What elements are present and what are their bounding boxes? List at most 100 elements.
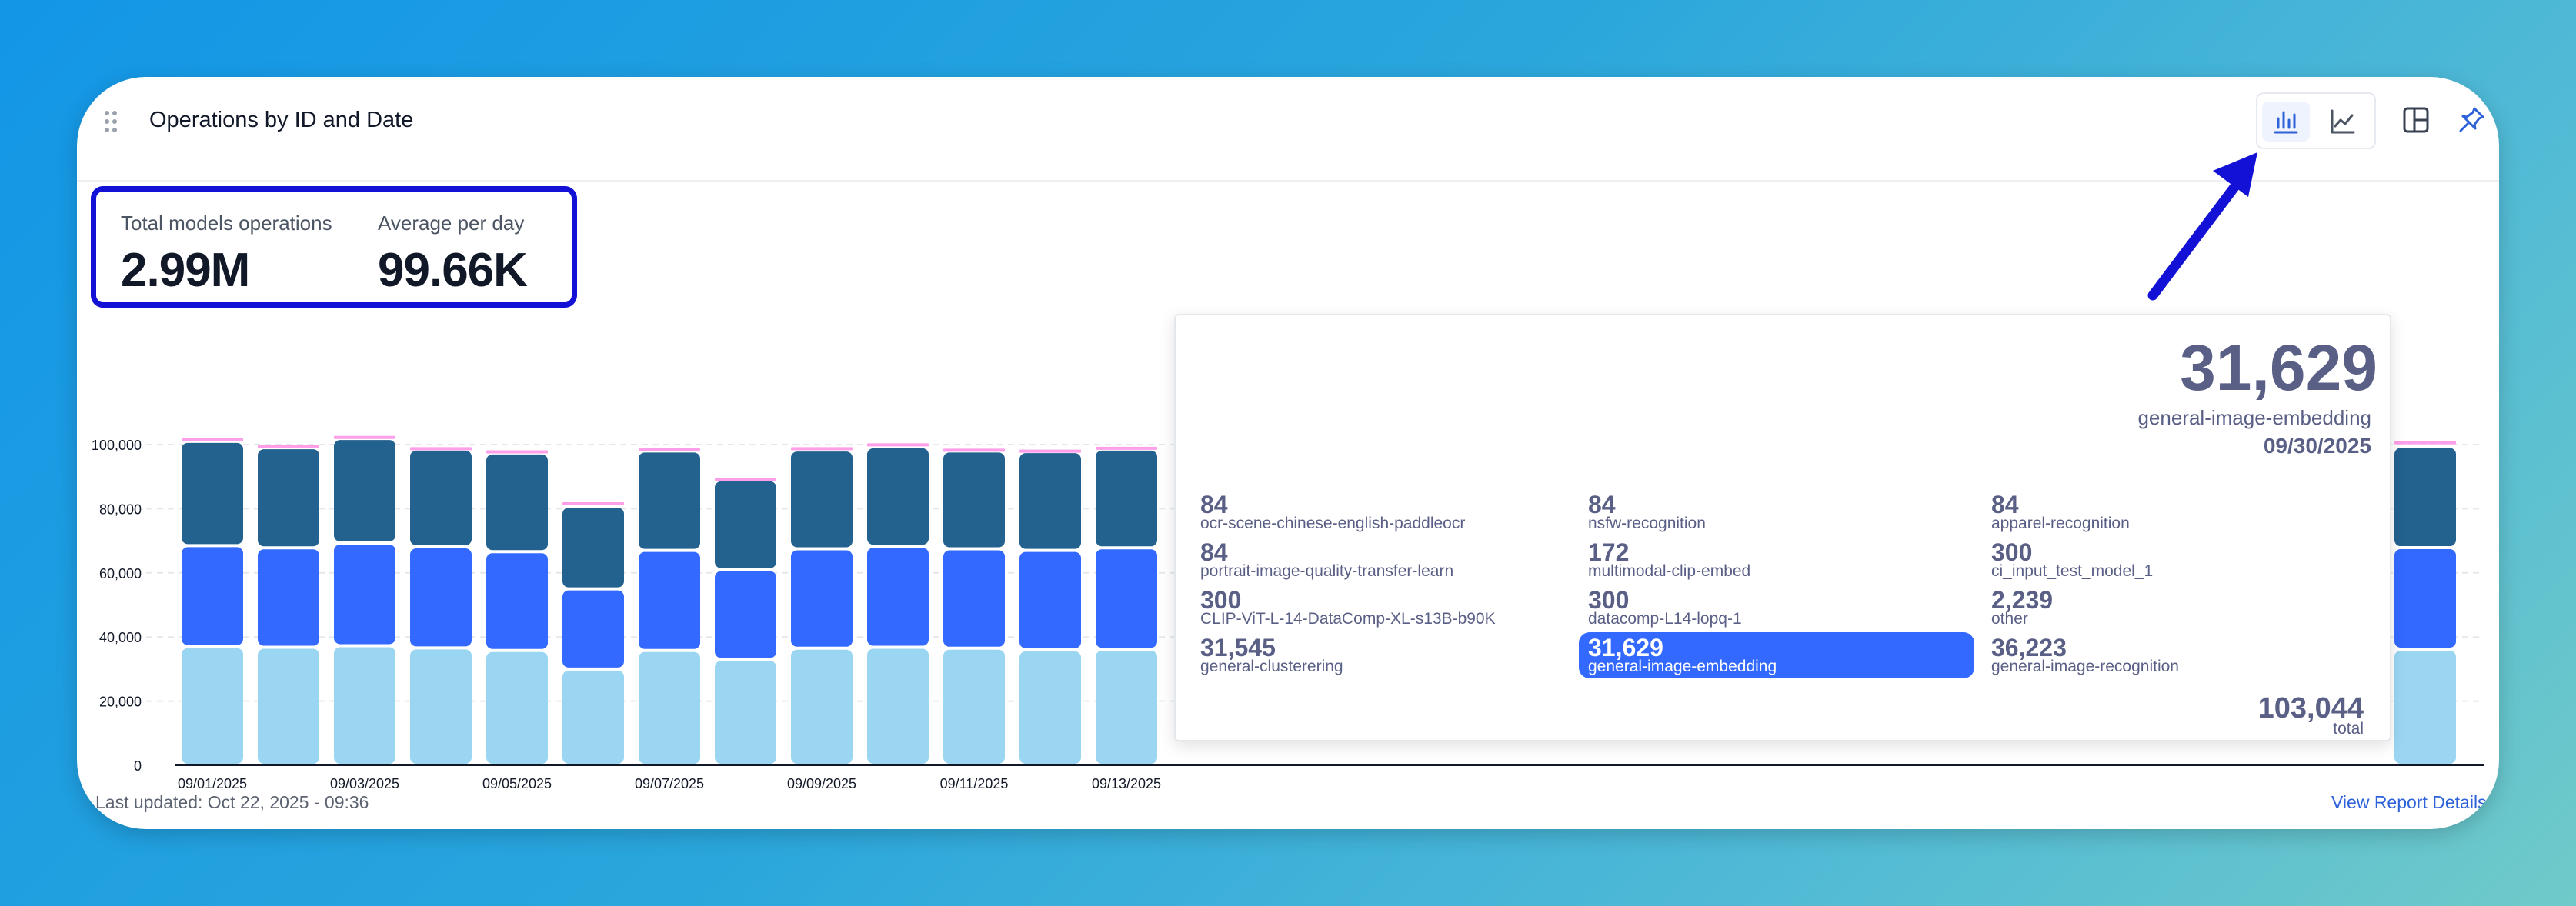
bar-segment bbox=[410, 548, 472, 647]
pin-button[interactable] bbox=[2451, 100, 2491, 140]
tooltip-item: 2,239 other bbox=[1988, 585, 2388, 631]
tooltip-item-value: 84 bbox=[1200, 491, 1228, 518]
bar-segment bbox=[1096, 446, 1157, 450]
tooltip-item-label: ocr-scene-chinese-english-paddleocr bbox=[1200, 515, 1466, 532]
tooltip-total-label: total bbox=[2333, 720, 2364, 738]
tooltip-item-label: other bbox=[1991, 610, 2028, 628]
bar-segment bbox=[410, 447, 472, 451]
bar-segment bbox=[1019, 651, 1081, 764]
chart-tooltip: 31,629 general-image-embedding 09/30/202… bbox=[1174, 314, 2391, 741]
bar-segment bbox=[639, 651, 700, 764]
bar-segment bbox=[410, 450, 472, 546]
tooltip-item: 36,223 general-image-recognition bbox=[1988, 632, 2388, 678]
bar-segment bbox=[791, 550, 853, 647]
bar-segment bbox=[791, 451, 853, 548]
bar-segment bbox=[715, 661, 776, 764]
tooltip-item-label: general-clusterering bbox=[1200, 658, 1343, 675]
bar-segment bbox=[867, 648, 929, 764]
bar-segment bbox=[639, 551, 700, 649]
bar-segment bbox=[867, 443, 929, 447]
bar-segment bbox=[182, 442, 243, 545]
average-per-day-stat: Average per day 99.66K bbox=[378, 212, 528, 298]
bar-segment bbox=[2394, 549, 2456, 648]
bar-segment bbox=[486, 553, 548, 649]
tooltip-item: 84 apparel-recognition bbox=[1988, 489, 2388, 535]
average-per-day-label: Average per day bbox=[378, 212, 525, 235]
bar-segment bbox=[791, 649, 853, 764]
tooltip-item-value: 300 bbox=[1588, 586, 1630, 614]
bar-segment bbox=[562, 590, 624, 668]
bar-segment bbox=[334, 440, 395, 542]
bar-segment bbox=[562, 670, 624, 764]
bar-segment bbox=[1019, 551, 1081, 648]
chart-type-toggle bbox=[2256, 92, 2376, 149]
bar-segment bbox=[2394, 441, 2456, 445]
bar-segment bbox=[258, 445, 319, 448]
tooltip-item: 300 CLIP-ViT-L-14-DataComp-XL-s13B-b90K bbox=[1197, 585, 1597, 631]
bar-segment bbox=[562, 502, 624, 506]
tooltip-item-highlighted: 31,629 general-image-embedding bbox=[1579, 632, 1974, 678]
tooltip-item-value: 172 bbox=[1588, 538, 1630, 566]
bar-chart-icon bbox=[2274, 111, 2298, 134]
view-report-link[interactable]: View Report Details bbox=[2331, 792, 2487, 812]
x-tick-label: 09/07/2025 bbox=[635, 776, 704, 791]
bar-segment bbox=[943, 550, 1005, 647]
bar-segment bbox=[486, 450, 548, 454]
bar-segment bbox=[2394, 650, 2456, 764]
tooltip-item-label: CLIP-ViT-L-14-DataComp-XL-s13B-b90K bbox=[1200, 610, 1496, 628]
tooltip-item-label: nsfw-recognition bbox=[1588, 515, 1706, 532]
tooltip-item-value: 2,239 bbox=[1991, 586, 2054, 614]
bar-segment bbox=[486, 651, 548, 764]
y-tick-label: 20,000 bbox=[99, 694, 142, 710]
bar-segment bbox=[639, 452, 700, 549]
bar-chart-button[interactable] bbox=[2262, 102, 2310, 142]
bar-segment bbox=[943, 649, 1005, 764]
y-tick-label: 40,000 bbox=[99, 630, 142, 645]
bar-segment bbox=[715, 481, 776, 568]
tooltip-item: 172 multimodal-clip-embed bbox=[1585, 537, 1985, 583]
tooltip-item-label: datacomp-L14-lopq-1 bbox=[1588, 610, 1742, 628]
operations-card: Operations by ID and Date bbox=[77, 77, 2499, 829]
bar-segment bbox=[791, 447, 853, 451]
layout-button[interactable] bbox=[2396, 100, 2436, 140]
layout-icon bbox=[2403, 107, 2429, 133]
tooltip-item: 84 nsfw-recognition bbox=[1585, 489, 1985, 535]
tooltip-item-label: general-image-embedding bbox=[1588, 658, 1777, 675]
tooltip-item: 84 ocr-scene-chinese-english-paddleocr bbox=[1197, 489, 1597, 535]
card-title: Operations by ID and Date bbox=[149, 108, 414, 132]
tooltip-date: 09/30/2025 bbox=[2263, 434, 2371, 458]
line-chart-button[interactable] bbox=[2319, 102, 2367, 142]
tooltip-item-value: 31,629 bbox=[1588, 634, 1663, 661]
tooltip-value: 31,629 bbox=[2180, 331, 2377, 404]
bar-segment bbox=[1096, 549, 1157, 648]
bar-segment bbox=[486, 454, 548, 551]
tooltip-item: 300 ci_input_test_model_1 bbox=[1988, 537, 2388, 583]
bar-segment bbox=[258, 449, 319, 547]
tooltip-item-value: 36,223 bbox=[1991, 634, 2067, 661]
tooltip-item-label: multimodal-clip-embed bbox=[1588, 562, 1751, 580]
drag-handle-icon[interactable] bbox=[103, 109, 118, 134]
x-tick-label: 09/11/2025 bbox=[940, 776, 1009, 791]
bar-segment bbox=[410, 649, 472, 764]
tooltip-item-value: 84 bbox=[1588, 491, 1616, 518]
bar-segment bbox=[715, 571, 776, 658]
tooltip-item-value: 84 bbox=[1991, 491, 2019, 518]
x-tick-label: 09/03/2025 bbox=[330, 776, 399, 791]
bar-segment bbox=[1019, 453, 1081, 549]
y-tick-label: 60,000 bbox=[99, 566, 142, 581]
tooltip-total-value: 103,044 bbox=[2257, 692, 2364, 724]
y-tick-label: 80,000 bbox=[99, 501, 142, 517]
bar-segment bbox=[258, 549, 319, 646]
tooltip-series-name: general-image-embedding bbox=[2137, 406, 2371, 429]
bar-segment bbox=[334, 435, 395, 439]
tooltip-item-label: portrait-image-quality-transfer-learn bbox=[1200, 562, 1454, 580]
card-header: Operations by ID and Date bbox=[77, 77, 2499, 182]
tooltip-item-value: 31,545 bbox=[1200, 634, 1276, 661]
bar-segment bbox=[943, 448, 1005, 452]
bar-segment bbox=[182, 648, 243, 764]
bar-segment bbox=[2394, 448, 2456, 547]
bar-segment bbox=[867, 548, 929, 646]
tooltip-item-value: 300 bbox=[1200, 586, 1242, 614]
bar-segment bbox=[334, 647, 395, 764]
bar-segment bbox=[1096, 450, 1157, 547]
